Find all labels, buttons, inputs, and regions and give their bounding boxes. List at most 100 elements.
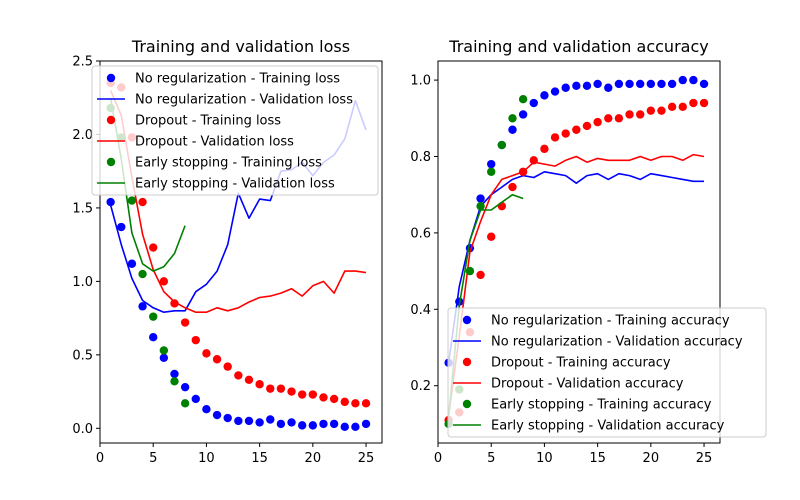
- data-point: [223, 362, 232, 371]
- data-point: [287, 387, 296, 396]
- legend-box: [447, 307, 767, 438]
- data-point: [518, 110, 528, 119]
- x-tick-label: 0: [96, 451, 104, 466]
- data-point: [614, 79, 624, 89]
- data-point: [106, 197, 115, 207]
- data-point: [191, 335, 200, 345]
- data-point: [550, 133, 560, 142]
- series-5: [447, 193, 524, 417]
- series-0: [106, 197, 371, 432]
- y-tick-label: 2.5: [72, 55, 93, 70]
- data-point: [529, 98, 538, 108]
- data-point: [212, 355, 222, 364]
- data-point: [223, 413, 232, 423]
- data-point: [657, 106, 666, 115]
- data-point: [117, 222, 126, 232]
- loss-chart: Training and validation loss 0 5 10 15 20 25 0.…: [72, 37, 383, 466]
- data-point: [646, 79, 656, 89]
- data-point: [635, 79, 645, 89]
- series-line: [447, 193, 524, 417]
- data-layer: [106, 78, 371, 432]
- y-tick-label: 0.2: [410, 379, 431, 394]
- data-point: [582, 121, 592, 131]
- data-point: [699, 79, 709, 89]
- data-layer: [444, 75, 709, 429]
- data-point: [255, 380, 264, 389]
- data-point: [582, 81, 592, 91]
- data-point: [361, 399, 371, 408]
- data-point: [561, 83, 570, 92]
- data-point: [689, 98, 698, 108]
- data-point: [465, 266, 475, 276]
- y-tick-label: 0.0: [72, 422, 93, 437]
- data-point: [540, 144, 549, 154]
- data-point: [234, 416, 243, 426]
- data-point: [180, 318, 190, 327]
- data-point: [170, 369, 179, 379]
- y-tick-label: 1.5: [72, 201, 93, 216]
- data-point: [351, 399, 360, 408]
- data-point: [202, 349, 211, 358]
- data-point: [276, 419, 286, 429]
- data-point: [127, 196, 137, 205]
- data-point: [508, 182, 517, 192]
- data-point: [625, 79, 634, 89]
- y-tick-label: 0.4: [410, 303, 431, 318]
- data-point: [180, 399, 190, 408]
- series-2: [106, 78, 371, 408]
- accuracy-chart: Training and validation accuracy 0 5 10 15 20…: [410, 37, 767, 466]
- data-point: [635, 110, 645, 119]
- data-point: [487, 159, 496, 169]
- data-point: [361, 419, 371, 429]
- legend-label: No regularization - Training accuracy: [491, 314, 730, 329]
- data-point: [276, 384, 286, 393]
- legend-marker-key: [106, 115, 116, 125]
- data-point: [340, 397, 349, 407]
- data-point: [550, 87, 560, 96]
- data-point: [625, 110, 634, 119]
- data-point: [593, 117, 602, 127]
- data-point: [518, 95, 528, 104]
- series-3: [109, 90, 367, 314]
- data-point: [667, 102, 677, 112]
- data-point: [497, 140, 507, 150]
- data-point: [287, 418, 296, 427]
- data-point: [476, 270, 485, 280]
- legend-label: No regularization - Validation loss: [135, 93, 353, 108]
- data-point: [508, 125, 517, 134]
- x-tick-label: 5: [487, 451, 495, 466]
- x-tick-label: 25: [358, 451, 375, 466]
- data-point: [340, 422, 349, 432]
- data-point: [159, 353, 169, 362]
- data-point: [319, 419, 328, 429]
- data-point: [561, 129, 570, 138]
- legend-marker-key: [462, 399, 472, 409]
- data-point: [149, 312, 158, 321]
- data-point: [244, 375, 254, 385]
- legend-label: Dropout - Training accuracy: [491, 356, 671, 371]
- data-point: [678, 102, 687, 112]
- data-point: [476, 194, 485, 203]
- legend-label: Early stopping - Training accuracy: [491, 398, 712, 413]
- legend-box: [91, 65, 379, 196]
- legend-label: Dropout - Validation accuracy: [491, 377, 684, 392]
- x-tick-label: 25: [696, 451, 713, 466]
- data-point: [202, 405, 211, 414]
- x-tick-label: 10: [198, 451, 215, 466]
- x-tick-label: 5: [149, 451, 157, 466]
- data-point: [149, 243, 158, 252]
- y-tick-label: 0.6: [410, 226, 431, 241]
- legend-marker-key: [106, 73, 116, 83]
- data-point: [308, 390, 318, 399]
- legend-label: Early stopping - Training loss: [135, 156, 322, 171]
- data-point: [244, 416, 254, 426]
- legend-label: Dropout - Training loss: [135, 114, 281, 129]
- data-point: [604, 114, 613, 123]
- data-point: [593, 79, 602, 89]
- data-point: [572, 81, 581, 91]
- data-point: [604, 83, 613, 92]
- data-point: [234, 371, 243, 380]
- data-point: [138, 302, 147, 311]
- data-point: [191, 394, 200, 404]
